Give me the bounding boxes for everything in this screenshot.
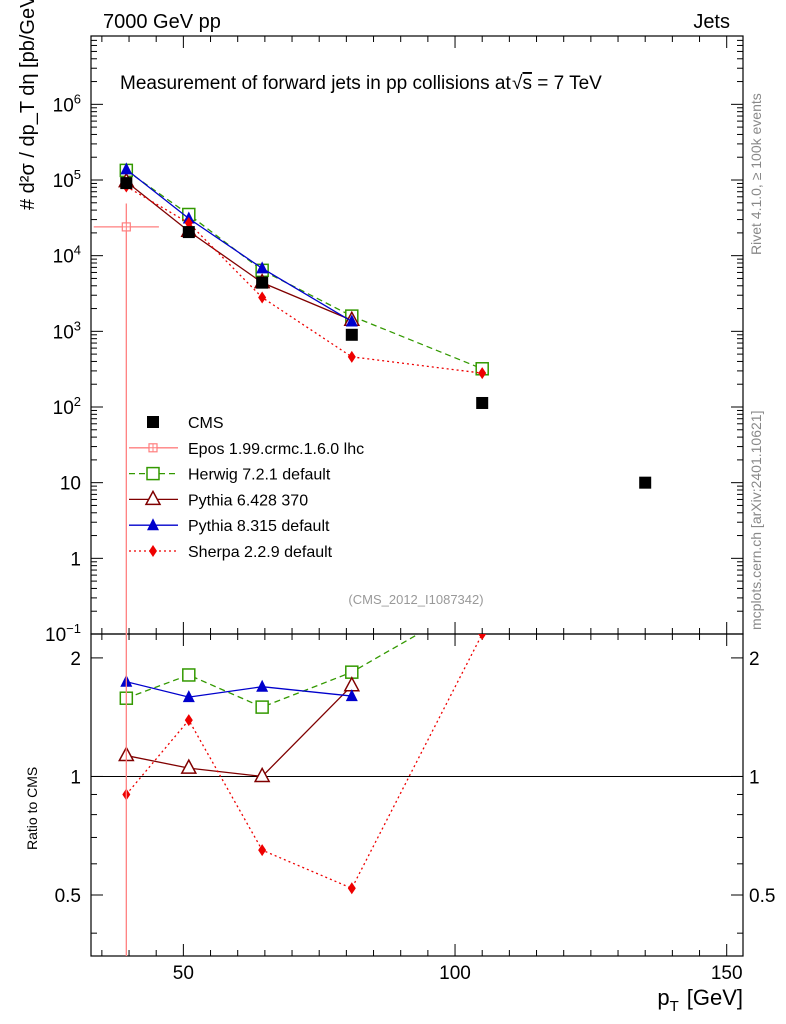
ratio-point-pythia-8-315-default	[345, 689, 358, 702]
legend-marker	[149, 545, 157, 557]
legend-item-pythia-6-428-370: Pythia 6.428 370	[129, 489, 308, 509]
ratio-point-pythia-8-315-default	[256, 679, 269, 692]
series-line-sherpa-2-2-9-default	[125, 185, 483, 374]
ratio-line-pythia-8-315-default	[126, 681, 352, 698]
series-main-epos-1-99-crmc-1-6-0-lhc	[93, 203, 159, 634]
x-tick-label: 100	[439, 963, 471, 984]
data-point-pythia-8-315-default	[256, 261, 269, 274]
legend-marker	[147, 518, 159, 531]
y-tick-label-ratio: 1	[70, 767, 81, 788]
y-axis-label-main: # d²σ / dp_T dη [pb/GeV]	[17, 0, 39, 210]
legend-marker	[146, 466, 160, 481]
ratio-point-pythia-6-428-370	[343, 676, 361, 692]
legend-label: Sherpa 2.2.9 default	[188, 544, 333, 561]
series-main-pythia-8-315-default	[120, 162, 358, 327]
legend-marker	[148, 443, 158, 453]
ratio-point-sherpa-2-2-9-default	[258, 844, 267, 857]
ratio-line-herwig-7-2-1-default	[126, 634, 420, 708]
x-tick-label: 150	[711, 963, 743, 984]
series-line-pythia-6-428-370	[125, 181, 353, 321]
analysis-id-label: (CMS_2012_I1087342)	[348, 592, 483, 607]
data-point-epos-1-99-crmc-1-6-0-lhc	[121, 222, 131, 232]
legend-marker	[144, 489, 162, 506]
y-tick-label-ratio-right: 1	[749, 767, 760, 788]
ratio-point-herwig-7-2-1-default	[255, 700, 269, 714]
series-main-pythia-6-428-370	[118, 172, 361, 327]
ratio-line-sherpa-2-2-9-default	[125, 634, 483, 890]
series-line-herwig-7-2-1-default	[125, 169, 483, 370]
data-point-sherpa-2-2-9-default	[258, 291, 267, 304]
y-tick-label-main: 1	[70, 549, 81, 570]
data-point-sherpa-2-2-9-default	[184, 217, 193, 230]
y-tick-label-main: 104	[53, 243, 81, 268]
series-main-herwig-7-2-1-default	[119, 163, 489, 376]
legend-label: CMS	[188, 415, 224, 432]
series-ratio-herwig-7-2-1-default	[119, 634, 420, 714]
series-ratio-pythia-6-428-370	[118, 676, 361, 783]
ratio-point-pythia-6-428-370	[180, 758, 198, 774]
legend-label: Pythia 6.428 370	[188, 492, 308, 509]
data-point-cms	[345, 328, 358, 341]
header-left-text: 7000 GeV pp	[103, 11, 221, 33]
ratio-point-sherpa-2-2-9-default	[347, 882, 356, 895]
series-main-cms	[120, 177, 652, 489]
data-point-cms	[256, 276, 269, 289]
y-axis-label-ratio: Ratio to CMS	[24, 767, 40, 850]
data-point-cms	[639, 476, 652, 489]
legend-item-herwig-7-2-1-default: Herwig 7.2.1 default	[129, 467, 331, 484]
data-point-sherpa-2-2-9-default	[478, 367, 487, 380]
data-point-sherpa-2-2-9-default	[347, 350, 356, 363]
y-tick-label-ratio: 2	[70, 649, 81, 670]
legend-marker	[147, 416, 159, 428]
x-axis-label-p: p	[657, 985, 669, 1010]
x-axis-label-sub: T	[670, 998, 679, 1015]
plot-title: Measurement of forward jets in pp collis…	[120, 73, 602, 94]
ratio-plot-frame	[90, 633, 744, 957]
data-point-pythia-8-315-default	[120, 162, 133, 175]
legend-label: Epos 1.99.crmc.1.6.0 lhc	[188, 441, 364, 458]
data-point-cms	[476, 396, 489, 409]
header-right-text: Jets	[693, 11, 730, 33]
y-tick-label-main: 102	[53, 394, 81, 419]
ratio-point-herwig-7-2-1-default	[182, 668, 196, 682]
data-point-cms	[182, 226, 195, 239]
ratio-point-sherpa-2-2-9-default	[478, 634, 487, 640]
side-label-rivet: Rivet 4.1.0, ≥ 100k events	[748, 93, 764, 255]
legend-label: Pythia 8.315 default	[188, 518, 330, 535]
x-axis-label-unit: [GeV]	[687, 985, 743, 1010]
y-tick-label-main: 10	[60, 474, 81, 495]
y-tick-label-main: 106	[53, 91, 81, 116]
y-tick-label-main: 105	[53, 167, 81, 192]
series-ratio-pythia-8-315-default	[120, 674, 358, 703]
series-main-sherpa-2-2-9-default	[122, 180, 487, 380]
y-tick-label-ratio: 0.5	[55, 886, 81, 907]
plot-title-sqrt: √	[512, 73, 523, 94]
y-tick-label-main: 10−1	[45, 621, 81, 646]
ratio-line-pythia-6-428-370	[126, 685, 353, 778]
plot-title-main: Measurement of forward jets in pp collis…	[120, 73, 516, 94]
ratio-point-sherpa-2-2-9-default	[184, 714, 193, 727]
legend-item-epos-1-99-crmc-1-6-0-lhc: Epos 1.99.crmc.1.6.0 lhc	[129, 441, 364, 458]
plot-title-tail: = 7 TeV	[532, 73, 602, 94]
x-tick-label: 50	[173, 963, 194, 984]
ratio-point-pythia-6-428-370	[253, 766, 271, 783]
y-tick-label-ratio-right: 0.5	[749, 886, 775, 907]
plot-title-s: s	[522, 73, 532, 94]
legend-item-sherpa-2-2-9-default: Sherpa 2.2.9 default	[129, 544, 333, 561]
legend-item-cms: CMS	[147, 415, 224, 432]
x-axis-label: pT [GeV]	[657, 985, 743, 1015]
series-line-pythia-8-315-default	[125, 168, 353, 323]
ratio-point-pythia-8-315-default	[182, 690, 195, 703]
legend-item-pythia-8-315-default: Pythia 8.315 default	[129, 518, 330, 535]
y-tick-label-main: 103	[53, 318, 81, 343]
y-tick-label-ratio-right: 2	[749, 649, 760, 670]
data-point-pythia-8-315-default	[345, 314, 358, 327]
series-ratio-sherpa-2-2-9-default	[122, 634, 487, 895]
data-point-cms	[120, 177, 133, 190]
side-label-mcplots: mcplots.cern.ch [arXiv:2401.10621]	[748, 411, 764, 630]
legend-label: Herwig 7.2.1 default	[188, 467, 331, 484]
